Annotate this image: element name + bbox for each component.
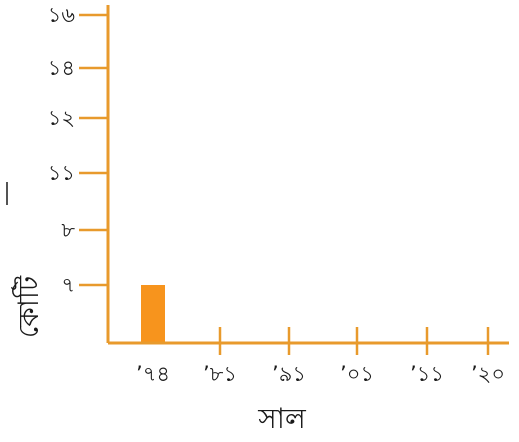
labels-layer: ৭ ৮ ১১ ১২ ১৪ ১৬ ’৭৪ ’৮১ ’৯১ ’০১ ’১১ ’২০ <box>48 3 505 386</box>
y-axis-title: কোটি <box>11 275 45 338</box>
x-tick-label-4: ’১১ <box>410 362 444 386</box>
bar-0 <box>141 285 165 343</box>
bars-layer <box>141 285 165 343</box>
x-tick-label-2: ’৯১ <box>272 362 306 386</box>
x-tick-label-3: ’০১ <box>340 362 374 386</box>
x-axis-title: সাল <box>257 402 307 435</box>
y-tick-label-0: ৭ <box>61 273 75 297</box>
x-tick-label-1: ’৮১ <box>203 362 237 386</box>
x-tick-label-0: ’৭৪ <box>136 362 170 386</box>
y-tick-label-1: ৮ <box>61 218 75 242</box>
y-tick-label-2: ১১ <box>48 161 75 185</box>
axes-layer <box>79 5 509 355</box>
x-tick-label-5: ’২০ <box>471 362 505 386</box>
y-tick-label-3: ১২ <box>48 106 75 130</box>
y-tick-label-5: ১৬ <box>48 3 75 27</box>
y-tick-label-4: ১৪ <box>48 56 75 80</box>
